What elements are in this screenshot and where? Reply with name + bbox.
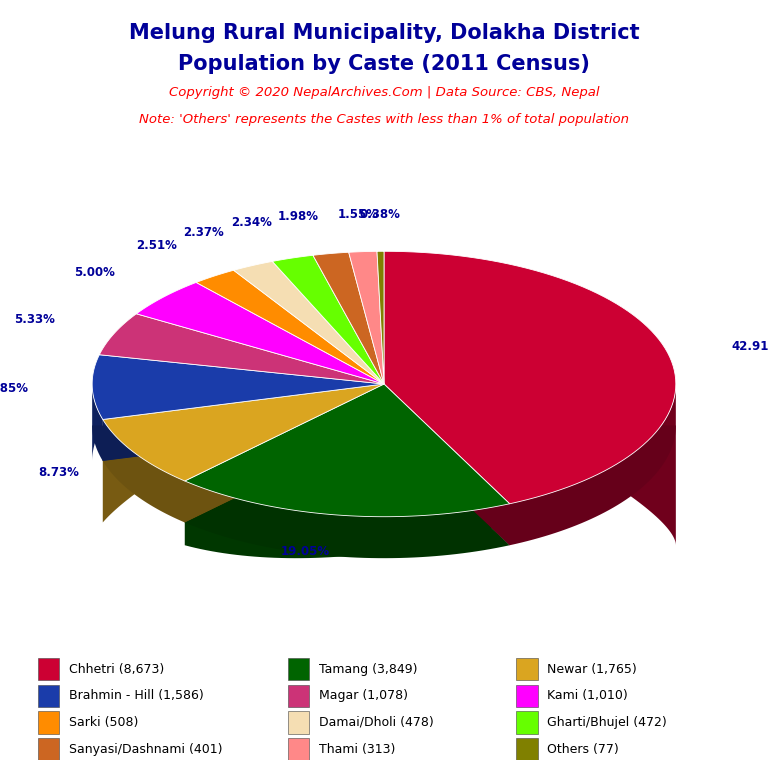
Text: Gharti/Bhujel (472): Gharti/Bhujel (472) [547, 716, 667, 729]
Polygon shape [185, 384, 384, 522]
Text: 5.33%: 5.33% [14, 313, 55, 326]
Bar [288, 738, 310, 760]
Polygon shape [185, 384, 510, 517]
Polygon shape [384, 384, 510, 545]
Bar [516, 684, 538, 707]
Bar [38, 738, 59, 760]
Polygon shape [103, 384, 384, 481]
Text: 42.91%: 42.91% [731, 340, 768, 353]
Text: Sanyasi/Dashnami (401): Sanyasi/Dashnami (401) [68, 743, 222, 756]
Text: 5.00%: 5.00% [74, 266, 115, 280]
Polygon shape [377, 251, 384, 384]
Text: 7.85%: 7.85% [0, 382, 28, 395]
Polygon shape [273, 255, 384, 384]
Polygon shape [92, 355, 384, 419]
Text: 19.05%: 19.05% [280, 545, 329, 558]
Text: 8.73%: 8.73% [38, 465, 80, 478]
Text: Newar (1,765): Newar (1,765) [547, 663, 637, 676]
Text: 0.38%: 0.38% [359, 207, 400, 220]
Polygon shape [103, 425, 384, 522]
Polygon shape [103, 419, 185, 522]
Text: 2.37%: 2.37% [183, 226, 223, 239]
Polygon shape [99, 314, 384, 384]
Text: 2.51%: 2.51% [136, 240, 177, 252]
Bar [516, 711, 538, 733]
Bar [288, 711, 310, 733]
Polygon shape [313, 252, 384, 384]
Text: 1.55%: 1.55% [338, 208, 379, 221]
Bar [516, 658, 538, 680]
Polygon shape [233, 261, 384, 384]
Bar [38, 658, 59, 680]
Polygon shape [196, 270, 384, 384]
Text: Damai/Dholi (478): Damai/Dholi (478) [319, 716, 433, 729]
Polygon shape [384, 425, 676, 545]
Text: 1.98%: 1.98% [278, 210, 319, 223]
Text: Sarki (508): Sarki (508) [68, 716, 138, 729]
Text: Tamang (3,849): Tamang (3,849) [319, 663, 417, 676]
Text: Chhetri (8,673): Chhetri (8,673) [68, 663, 164, 676]
Polygon shape [384, 251, 676, 504]
Polygon shape [92, 425, 384, 461]
Text: Magar (1,078): Magar (1,078) [319, 689, 408, 702]
Text: Copyright © 2020 NepalArchives.Com | Data Source: CBS, Nepal: Copyright © 2020 NepalArchives.Com | Dat… [169, 86, 599, 99]
Polygon shape [185, 384, 384, 522]
Bar [288, 658, 310, 680]
Polygon shape [185, 425, 510, 558]
Text: Note: 'Others' represents the Castes with less than 1% of total population: Note: 'Others' represents the Castes wit… [139, 113, 629, 126]
Text: Thami (313): Thami (313) [319, 743, 395, 756]
Polygon shape [92, 384, 103, 461]
Bar [38, 684, 59, 707]
Text: 2.34%: 2.34% [231, 217, 272, 229]
Bar [288, 684, 310, 707]
Polygon shape [103, 384, 384, 461]
Bar [38, 711, 59, 733]
Text: Population by Caste (2011 Census): Population by Caste (2011 Census) [178, 54, 590, 74]
Polygon shape [510, 384, 676, 545]
Polygon shape [185, 481, 510, 558]
Text: Others (77): Others (77) [547, 743, 619, 756]
Polygon shape [349, 251, 384, 384]
Bar [516, 738, 538, 760]
Text: Melung Rural Municipality, Dolakha District: Melung Rural Municipality, Dolakha Distr… [129, 23, 639, 43]
Polygon shape [137, 283, 384, 384]
Text: Brahmin - Hill (1,586): Brahmin - Hill (1,586) [68, 689, 204, 702]
Polygon shape [384, 384, 510, 545]
Text: Kami (1,010): Kami (1,010) [547, 689, 628, 702]
Polygon shape [103, 384, 384, 461]
